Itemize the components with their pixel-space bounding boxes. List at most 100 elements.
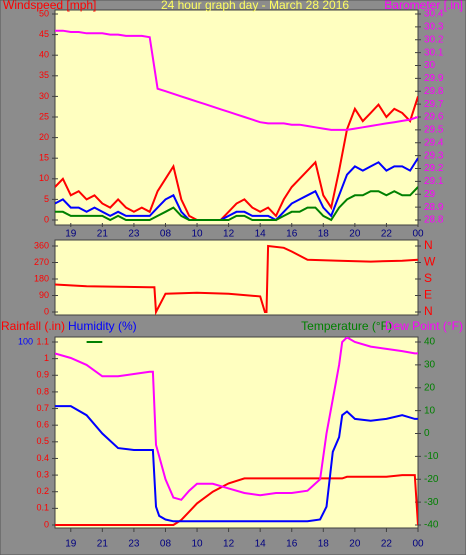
x-tick-label: 12 — [223, 229, 235, 240]
yticks-tick-label: 270 — [34, 257, 49, 267]
x-tick-label: 21 — [97, 539, 109, 550]
y2ticks-tick-label: 29.6 — [424, 112, 444, 123]
legend-label: Dew Point (°F) — [385, 319, 463, 333]
y2ticks-tick-label: 29.2 — [424, 163, 444, 174]
y2ticks-tick-label: 29.4 — [424, 137, 444, 148]
y2ticks-tick-label: 30.2 — [424, 34, 444, 45]
y3ticks-tick-label: 100 — [18, 336, 33, 346]
x-tick-label: 12 — [223, 539, 235, 550]
legend-label: Rainfall (.in) — [1, 319, 65, 333]
x-tick-label: 08 — [160, 229, 172, 240]
x-tick-label: 19 — [65, 229, 77, 240]
y2ticks-tick-label: 10 — [424, 405, 436, 416]
x-tick-label: 22 — [381, 539, 393, 550]
y-axis-label: Windspeed [mph] — [3, 0, 96, 12]
y2ticks-tick-label: 30.4 — [424, 9, 444, 20]
y2ticks-tick-label: -40 — [424, 520, 439, 531]
y2ticks-tick-label: -10 — [424, 451, 439, 462]
yticks-tick-label: 0.5 — [36, 436, 49, 446]
chart-title: 24 hour graph day - March 28 2016 — [161, 0, 349, 12]
x-tick-label: 00 — [412, 539, 424, 550]
y2ticks-tick-label: 29.3 — [424, 150, 444, 161]
y2ticks-tick-label: 29.9 — [424, 73, 444, 84]
yticks-tick-label: 20 — [39, 132, 49, 142]
x-tick-label: 22 — [381, 229, 393, 240]
x-tick-label: 18 — [318, 539, 330, 550]
yticks-tick-label: 0.8 — [36, 386, 49, 396]
y2ticks-tick-label: 30 — [424, 60, 436, 71]
y2ticks-tick-label: N — [424, 304, 433, 318]
x-tick-label: 23 — [128, 539, 140, 550]
plot-area — [54, 336, 419, 529]
series-line — [55, 337, 418, 501]
y2ticks-tick-label: -20 — [424, 474, 439, 485]
x-tick-label: 23 — [128, 229, 140, 240]
plot-area — [54, 9, 419, 226]
y2ticks-tick-label: 29.1 — [424, 176, 444, 187]
x-tick-label: 16 — [286, 539, 298, 550]
yticks-tick-label: 0.6 — [36, 420, 49, 430]
y2ticks-tick-label: W — [424, 255, 436, 269]
x-tick-label: 00 — [412, 229, 424, 240]
yticks-tick-label: 360 — [34, 240, 49, 250]
x-tick-label: 14 — [255, 539, 267, 550]
yticks-tick-label: 180 — [34, 273, 49, 283]
plot-area — [54, 239, 419, 316]
yticks-tick-label: 0.9 — [36, 370, 49, 380]
series-line — [55, 96, 418, 221]
yticks-tick-label: 0 — [44, 214, 49, 224]
y2ticks-tick-label: 29 — [424, 189, 436, 200]
legend-label: Humidity (%) — [68, 319, 137, 333]
y2ticks-tick-label: 0 — [424, 428, 430, 439]
y2ticks-tick-label: 29.7 — [424, 99, 444, 110]
y2ticks-tick-label: 30.3 — [424, 22, 444, 33]
yticks-tick-label: 50 — [39, 8, 49, 18]
y2ticks-tick-label: 30 — [424, 360, 436, 371]
yticks-tick-label: 30 — [39, 91, 49, 101]
yticks-tick-label: 45 — [39, 29, 49, 39]
yticks-tick-label: 10 — [39, 173, 49, 183]
x-tick-label: 18 — [318, 229, 330, 240]
yticks-tick-label: 0.2 — [36, 486, 49, 496]
y2ticks-tick-label: 30.1 — [424, 47, 444, 58]
x-tick-label: 08 — [160, 539, 172, 550]
y2ticks-tick-label: -30 — [424, 497, 439, 508]
yticks-tick-label: 90 — [39, 290, 49, 300]
y2ticks-tick-label: 20 — [424, 382, 436, 393]
yticks-tick-label: 1.1 — [36, 336, 49, 346]
yticks-tick-label: 0 — [44, 519, 49, 529]
x-tick-label: 10 — [191, 229, 203, 240]
yticks-tick-label: 0.3 — [36, 469, 49, 479]
y2ticks-tick-label: 40 — [424, 337, 436, 348]
y2ticks-tick-label: 29.8 — [424, 86, 444, 97]
legend-label: Temperature (°F) — [301, 319, 392, 333]
series-line — [55, 157, 418, 222]
x-tick-label: 10 — [191, 539, 203, 550]
x-tick-label: 20 — [349, 229, 361, 240]
series-line — [55, 474, 418, 526]
series-line — [55, 186, 418, 222]
y2ticks-tick-label: 28.8 — [424, 215, 444, 226]
yticks-tick-label: 0.7 — [36, 403, 49, 413]
y2-axis-label: Barometer [.in] — [384, 0, 463, 12]
yticks-tick-label: 0 — [44, 306, 49, 316]
y2ticks-tick-label: 28.9 — [424, 202, 444, 213]
y2ticks-tick-label: E — [424, 288, 432, 302]
y2ticks-tick-label: N — [424, 238, 433, 252]
y2ticks-tick-label: 29.5 — [424, 125, 444, 136]
x-tick-label: 19 — [65, 539, 77, 550]
yticks-tick-label: 0.1 — [36, 503, 49, 513]
series-line — [55, 244, 418, 315]
x-tick-label: 21 — [97, 229, 109, 240]
series-line — [55, 405, 418, 523]
series-line — [55, 29, 418, 131]
yticks-tick-label: 0.4 — [36, 453, 49, 463]
y2ticks-tick-label: S — [424, 271, 432, 285]
yticks-tick-label: 35 — [39, 70, 49, 80]
x-tick-label: 20 — [349, 539, 361, 550]
yticks-tick-label: 40 — [39, 50, 49, 60]
yticks-tick-label: 1 — [44, 353, 49, 363]
x-tick-label: 14 — [255, 229, 267, 240]
yticks-tick-label: 15 — [39, 153, 49, 163]
